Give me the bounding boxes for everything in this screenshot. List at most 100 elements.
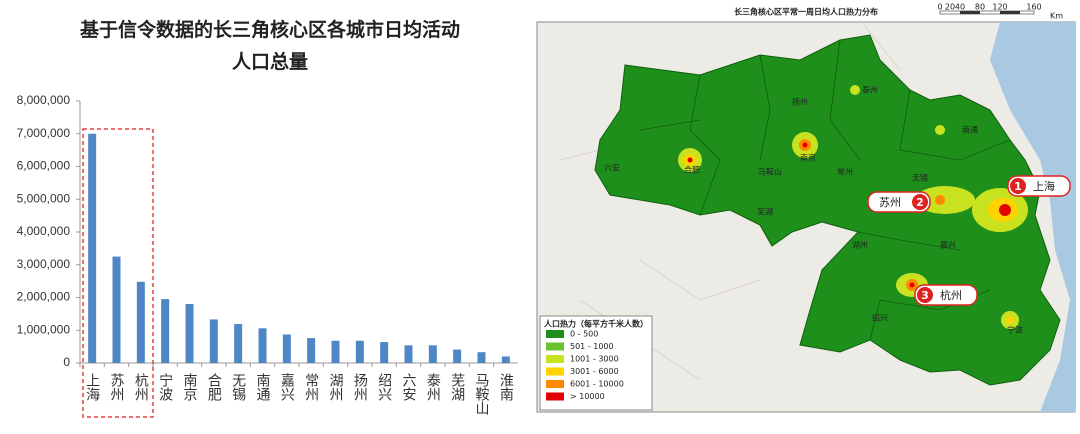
legend-swatch (546, 330, 564, 338)
x-tick-label: 扬州 (352, 373, 368, 401)
x-tick-label: 湖州 (328, 373, 344, 401)
scale-bar (1000, 11, 1020, 14)
bar (453, 349, 462, 363)
y-tick-label: 7,000,000 (17, 126, 71, 140)
city-label: 马鞍山 (758, 167, 782, 177)
scale-bar (960, 11, 980, 14)
roads (559, 19, 901, 381)
legend-title: 人口热力（每平方千米人数） (544, 319, 648, 329)
x-tick-label: 南京 (182, 373, 198, 401)
callout-marker (917, 287, 933, 303)
x-tick-label: 合肥 (206, 373, 222, 402)
city-label: 六安 (604, 163, 620, 173)
legend-swatch (546, 342, 564, 351)
bar (331, 340, 340, 363)
bar (501, 356, 510, 363)
y-tick-label: 8,000,000 (17, 93, 71, 107)
highlight-box (82, 128, 154, 418)
y-tick-label: 6,000,000 (17, 159, 71, 173)
city-label: 嘉兴 (940, 240, 956, 250)
legend-label: > 10000 (570, 392, 605, 401)
x-tick-label: 芜湖 (449, 372, 465, 402)
callout-marker (1010, 178, 1026, 194)
y-tick-label: 5,000,000 (17, 191, 71, 205)
city-label: 芜湖 (757, 207, 773, 217)
bar-chart: 0 1,000,000 2,000,000 3,000,000 4,000,000 5,0… (17, 93, 518, 415)
callout-number: 1 (1014, 180, 1022, 193)
city-label: 湖州 (852, 241, 868, 250)
x-tick-label: 绍兴 (376, 373, 392, 401)
x-tick-label: 淮南 (498, 373, 514, 401)
x-tick-label: 嘉兴 (279, 373, 295, 401)
city-label: 宁波 (1007, 325, 1023, 335)
bar (404, 345, 413, 363)
legend: 0 - 500 501 - 1000 1001 - 3000 3001 - 6000 6… (546, 330, 624, 401)
x-tick-label: 无锡 (230, 373, 246, 401)
scale-label: 0 (937, 3, 942, 12)
callout-number: 3 (921, 289, 929, 302)
callout-label: 杭州 (940, 288, 962, 302)
map: 长三角核心区平常一周日均人口热力分布 0 20 40 80 120 160 Km 六安 合肥 南… (536, 3, 1076, 413)
bar (355, 340, 364, 363)
boundaries (639, 39, 1011, 341)
bar (282, 334, 291, 363)
bar (185, 304, 194, 363)
city-label: 合肥 (684, 165, 700, 175)
legend-swatch (546, 367, 564, 376)
chart-subtitle: 人口总量 (232, 50, 308, 73)
sea (990, 22, 1075, 412)
bar (136, 281, 145, 363)
city-label: 泰州 (862, 85, 878, 95)
bar (307, 338, 316, 363)
x-tick-label: 常州 (303, 373, 319, 401)
city-label: 扬州 (792, 97, 808, 107)
bar (234, 324, 243, 363)
scale-bar: 0 20 40 80 120 160 Km (937, 3, 1063, 21)
legend-label: 3001 - 6000 (570, 367, 619, 376)
city-label: 常州 (837, 168, 853, 177)
city-label: 无锡 (912, 174, 928, 183)
legend-label: 0 - 500 (570, 330, 598, 339)
callout-label: 苏州 (879, 196, 901, 209)
bar (209, 319, 218, 363)
callout-label: 上海 (1033, 179, 1055, 193)
bar (428, 345, 437, 363)
scale-label: 20 (945, 3, 955, 12)
scale-unit: Km (1050, 12, 1063, 21)
bar (161, 299, 170, 363)
legend-swatch (546, 355, 564, 363)
scale-label: 80 (975, 3, 985, 12)
x-tick-label: 马鞍山 (474, 373, 490, 415)
scale-bar (939, 10, 1035, 15)
y-tick-label: 4,000,000 (17, 224, 71, 238)
scale-label: 120 (992, 3, 1007, 12)
x-tick-label: 苏州 (109, 373, 125, 401)
callouts: 1 上海 2 苏州 3 杭州 (867, 175, 1071, 306)
bar (88, 133, 97, 363)
legend-swatch (546, 380, 564, 388)
callout-number: 2 (916, 196, 924, 209)
legend-label: 6001 - 10000 (570, 380, 624, 389)
x-tick-label: 泰州 (425, 373, 441, 401)
bar (380, 342, 389, 363)
map-title: 长三角核心区平常一周日均人口热力分布 (734, 7, 878, 17)
bar (477, 352, 486, 363)
bar (112, 256, 121, 363)
x-tick-label: 六安 (401, 373, 417, 401)
legend-label: 501 - 1000 (570, 342, 614, 351)
y-tick-label: 3,000,000 (17, 257, 71, 271)
y-tick-label: 0 (63, 355, 70, 369)
y-tick-label: 1,000,000 (17, 322, 71, 336)
callout-marker (912, 194, 928, 210)
legend-swatch (546, 392, 564, 401)
chart-title: 基于信令数据的长三角核心区各城市日均活动 (79, 18, 460, 41)
scale-label: 40 (955, 3, 965, 12)
x-tick-label: 宁波 (157, 372, 173, 401)
city-label: 南通 (962, 125, 978, 135)
legend-label: 1001 - 3000 (570, 355, 619, 364)
bar (258, 328, 267, 363)
x-tick-label: 南通 (255, 373, 271, 402)
city-label: 绍兴 (872, 313, 888, 323)
scale-label: 160 (1026, 3, 1041, 12)
